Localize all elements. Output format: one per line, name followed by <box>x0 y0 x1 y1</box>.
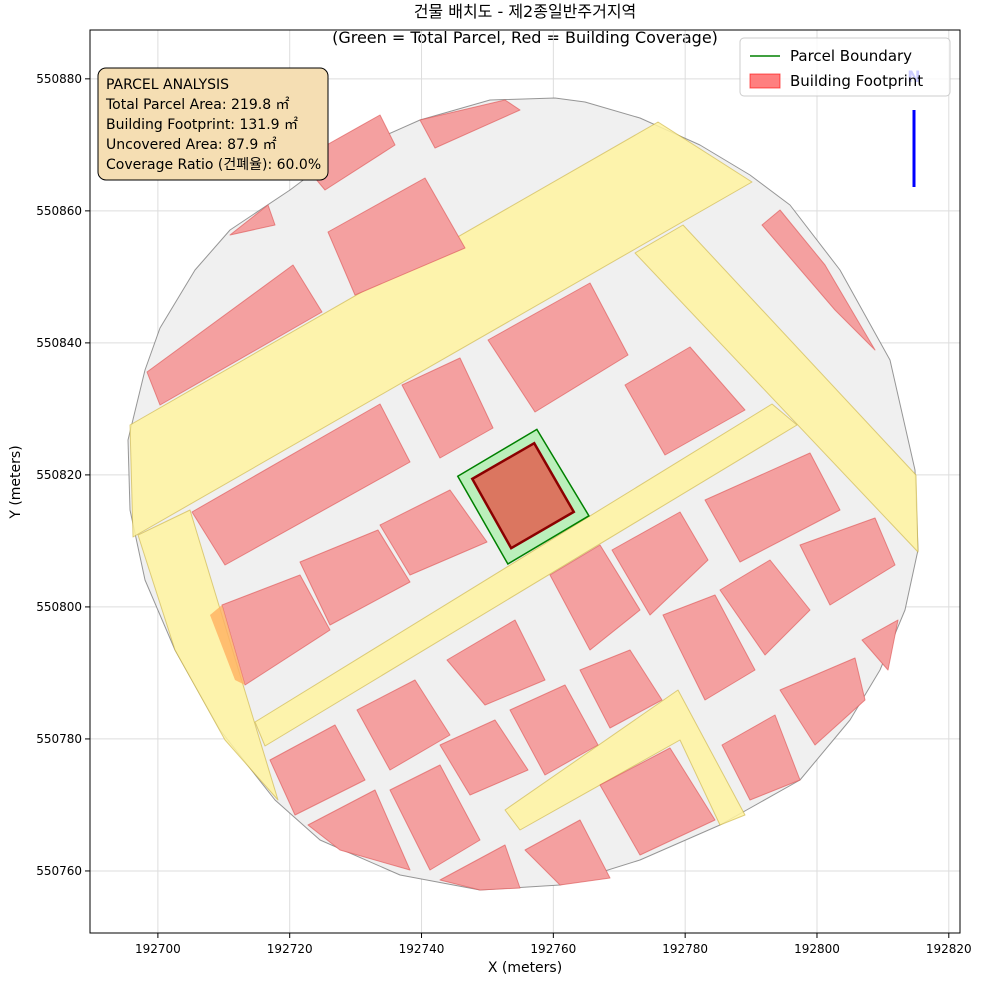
building <box>307 789 411 871</box>
annotation-box: PARCEL ANALYSIS Total Parcel Area: 219.8 … <box>97 67 329 181</box>
y-tick-label: 550780 <box>36 732 82 746</box>
building <box>487 282 629 413</box>
x-tick-label: 192720 <box>267 942 313 956</box>
building <box>611 511 709 616</box>
building <box>229 204 276 236</box>
chart-subtitle: (Green = Total Parcel, Red = Building Co… <box>332 28 718 47</box>
x-axis-label: X (meters) <box>488 960 562 976</box>
building <box>446 619 546 706</box>
legend-frame <box>739 37 951 97</box>
legend-label: Building Footprint <box>790 72 923 90</box>
building <box>509 684 599 776</box>
x-tick-label: 192820 <box>926 942 972 956</box>
building <box>719 559 811 656</box>
annotation-frame <box>97 67 329 181</box>
overlap-area <box>210 605 245 685</box>
annotation-line: Total Parcel Area: 219.8 ㎡ <box>105 97 290 113</box>
annotation-line: Building Footprint: 131.9 ㎡ <box>106 117 298 133</box>
site-background <box>127 97 919 891</box>
building <box>389 764 481 871</box>
building <box>721 714 801 801</box>
y-tick-label: 550820 <box>36 468 82 482</box>
building <box>779 657 866 746</box>
building <box>439 719 529 796</box>
building <box>299 529 411 626</box>
y-axis-label: Y (meters) <box>8 445 24 519</box>
annotation-line: Coverage Ratio (건폐율): 60.0% <box>106 157 321 173</box>
y-tick-label: 550860 <box>36 204 82 218</box>
x-tick-label: 192700 <box>135 942 181 956</box>
building <box>761 209 876 351</box>
legend: Parcel Boundary Building Footprint <box>739 37 951 97</box>
building <box>662 594 756 701</box>
x-tick-label: 192800 <box>794 942 840 956</box>
x-tick-label: 192780 <box>662 942 708 956</box>
building <box>146 264 323 406</box>
plot-frame <box>89 29 961 934</box>
building <box>599 747 716 856</box>
legend-swatch <box>749 73 781 89</box>
building <box>624 346 746 456</box>
building <box>419 99 521 149</box>
road <box>634 224 919 553</box>
building <box>379 489 488 576</box>
building <box>439 844 521 891</box>
building <box>704 452 841 563</box>
building <box>579 649 663 729</box>
building <box>799 517 896 606</box>
target-building <box>470 441 576 550</box>
building <box>191 403 411 566</box>
legend-label: Parcel Boundary <box>790 47 912 65</box>
building <box>524 819 611 886</box>
road <box>504 689 746 831</box>
y-tick-label: 550840 <box>36 336 82 350</box>
road <box>129 121 753 538</box>
building <box>327 177 466 296</box>
building <box>356 679 451 771</box>
x-tick-label: 192760 <box>530 942 576 956</box>
y-tick-label: 550800 <box>36 600 82 614</box>
x-tick-label: 192740 <box>399 942 445 956</box>
data-layer <box>456 428 590 566</box>
annotation-line: PARCEL ANALYSIS <box>106 77 229 93</box>
y-tick-label: 550760 <box>36 864 82 878</box>
building <box>549 544 641 651</box>
building <box>861 619 899 671</box>
road <box>254 403 798 747</box>
chart-title: 건물 배치도 - 제2종일반주거지역 <box>414 2 637 21</box>
building <box>401 357 494 459</box>
building <box>269 724 366 816</box>
annotation-line: Uncovered Area: 87.9 ㎡ <box>106 137 277 153</box>
y-tick-label: 550880 <box>36 72 82 86</box>
road <box>137 509 279 801</box>
